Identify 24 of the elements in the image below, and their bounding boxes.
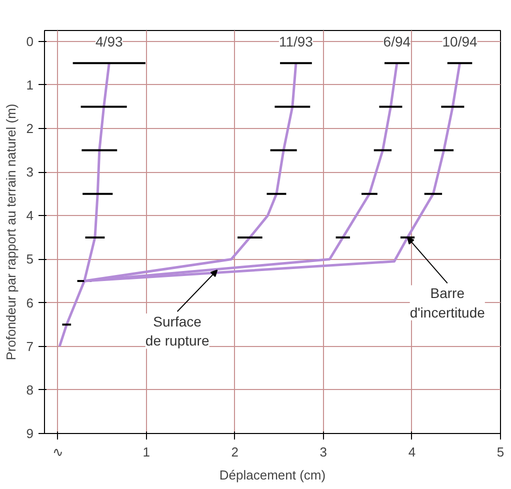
annotation: Barre d'incertitude	[410, 285, 486, 320]
series-label: 11/93	[278, 34, 314, 50]
series-label: 6/94	[383, 34, 411, 50]
y-tick-label: 7	[26, 338, 34, 354]
x-tick-label: 2	[231, 444, 238, 460]
y-tick-label: 9	[26, 426, 34, 441]
series-label: 4/93	[96, 34, 123, 50]
y-tick-label: 3	[26, 164, 34, 180]
y-tick-label: 8	[26, 382, 34, 398]
x-tick-label: 4	[408, 444, 416, 460]
x-tick-label: 1	[142, 444, 150, 460]
y-tick-label: 4	[26, 208, 34, 224]
x-tick-label: 5	[496, 444, 504, 460]
y-axis-title: Profondeur par rapport au terrain naturel (m)	[3, 104, 18, 360]
series-label: 10/94	[442, 34, 478, 50]
y-tick-label: 0	[26, 34, 34, 49]
x-tick-label: 3	[320, 444, 328, 460]
y-tick-label: 5	[26, 252, 34, 267]
y-tick-label: 2	[26, 121, 34, 136]
x-tick-label: ∿	[52, 444, 64, 460]
annotation: Surface de rupture	[145, 314, 210, 349]
y-tick-label: 6	[26, 295, 34, 310]
y-tick-label: 1	[26, 77, 34, 92]
x-axis-title: Déplacement (cm)	[219, 468, 326, 482]
